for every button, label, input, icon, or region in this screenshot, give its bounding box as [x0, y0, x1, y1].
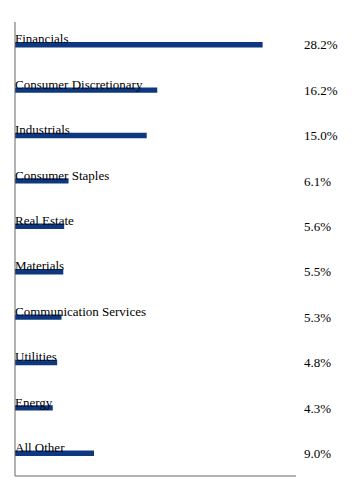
- svg-text:Energy: Energy: [15, 395, 53, 410]
- svg-text:Consumer Staples: Consumer Staples: [15, 168, 109, 183]
- svg-text:All Other: All Other: [15, 440, 65, 455]
- svg-text:4.8%: 4.8%: [304, 355, 331, 370]
- svg-text:Consumer Discretionary: Consumer Discretionary: [15, 77, 143, 92]
- svg-text:Utilities: Utilities: [15, 349, 57, 364]
- svg-text:Industrials: Industrials: [15, 122, 70, 137]
- svg-text:Materials: Materials: [15, 258, 64, 273]
- svg-text:4.3%: 4.3%: [304, 401, 331, 416]
- svg-text:28.2%: 28.2%: [304, 37, 338, 52]
- svg-text:5.5%: 5.5%: [304, 264, 331, 279]
- svg-text:16.2%: 16.2%: [304, 83, 338, 98]
- svg-text:5.6%: 5.6%: [304, 219, 331, 234]
- svg-text:5.3%: 5.3%: [304, 310, 331, 325]
- svg-text:Real Estate: Real Estate: [15, 213, 74, 228]
- svg-text:Communication Services: Communication Services: [15, 304, 146, 319]
- svg-text:9.0%: 9.0%: [304, 446, 331, 461]
- svg-text:15.0%: 15.0%: [304, 128, 338, 143]
- svg-text:Financials: Financials: [15, 31, 68, 46]
- svg-text:6.1%: 6.1%: [304, 174, 331, 189]
